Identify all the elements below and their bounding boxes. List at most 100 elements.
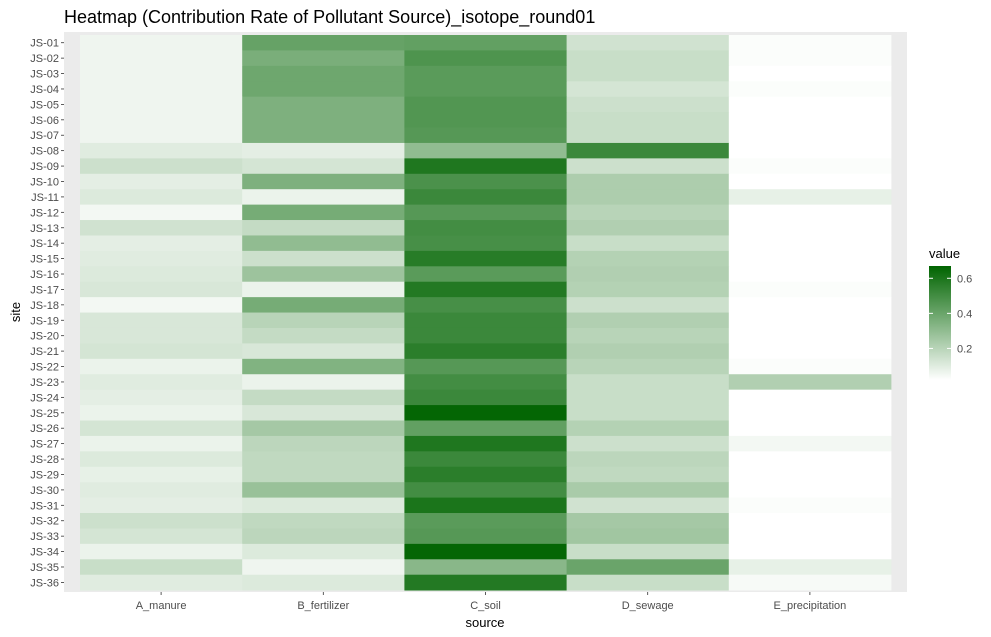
heatmap-cell — [566, 50, 730, 67]
y-tick-label: JS-14 — [30, 238, 59, 250]
heatmap-cell — [728, 158, 892, 175]
heatmap-cell — [566, 405, 730, 421]
heatmap-cell — [80, 466, 243, 483]
y-tick-label: JS-28 — [30, 454, 59, 466]
heatmap-cell — [80, 374, 243, 391]
heatmap-cell — [80, 204, 243, 221]
heatmap-cell — [728, 127, 892, 144]
heatmap-cell — [80, 112, 243, 128]
color-legend: value 0.2 0.4 0.6 — [929, 246, 972, 380]
heatmap-cell — [242, 158, 405, 175]
heatmap-cell — [728, 559, 892, 576]
heatmap-cell — [566, 204, 730, 221]
heatmap-cell — [242, 482, 405, 498]
heatmap-cell — [728, 451, 892, 468]
heatmap-cell — [728, 358, 892, 375]
heatmap-cell — [566, 374, 730, 391]
x-tick-label: C_soil — [470, 600, 501, 612]
heatmap-cell — [404, 559, 567, 576]
heatmap-cell — [404, 482, 567, 498]
heatmap-cell — [566, 528, 730, 545]
heatmap-cell — [728, 50, 892, 67]
heatmap-cell — [728, 297, 892, 313]
heatmap-cell — [80, 405, 243, 421]
y-axis-ticks: JS-01 JS-02 JS-03 JS-04 JS-05 JS-06 JS-07 JS-08… — [30, 38, 64, 589]
heatmap-cell — [728, 497, 892, 514]
heatmap-cell — [404, 112, 567, 128]
heatmap-cell — [404, 466, 567, 483]
y-tick-label: JS-25 — [30, 408, 59, 420]
heatmap-cell — [242, 327, 405, 344]
heatmap-cell — [80, 173, 243, 190]
x-tick-label: B_fertilizer — [297, 600, 349, 612]
heatmap-cell — [404, 528, 567, 545]
y-tick-label: JS-19 — [30, 315, 59, 327]
heatmap-cell — [80, 281, 243, 298]
heatmap-cell — [404, 142, 567, 159]
heatmap-cell — [404, 513, 567, 529]
heatmap-cell — [404, 420, 567, 437]
y-tick-label: JS-34 — [30, 547, 59, 559]
heatmap-cell — [80, 574, 243, 591]
heatmap-cell — [728, 65, 892, 82]
heatmap-cell — [566, 81, 730, 98]
heatmap-cell — [566, 497, 730, 514]
heatmap-cell — [404, 65, 567, 82]
heatmap-cell — [80, 266, 243, 283]
heatmap-cell — [242, 543, 405, 560]
heatmap-cell — [242, 297, 405, 313]
heatmap-cell — [242, 220, 405, 236]
heatmap-cell — [566, 158, 730, 175]
y-tick-label: JS-31 — [30, 500, 59, 512]
heatmap-cell — [566, 513, 730, 529]
heatmap-cell — [242, 173, 405, 190]
heatmap-cell — [566, 173, 730, 190]
heatmap-cell — [242, 142, 405, 159]
heatmap-cell — [242, 250, 405, 267]
heatmap-cell — [404, 389, 567, 406]
chart-title: Heatmap (Contribution Rate of Pollutant … — [64, 7, 595, 28]
heatmap-cell — [566, 297, 730, 313]
y-tick-label: JS-18 — [30, 300, 59, 312]
heatmap-cell — [728, 266, 892, 283]
x-axis-ticks: A_manure B_fertilizer C_soil D_sewage E_prec… — [136, 592, 846, 612]
heatmap-cell — [566, 466, 730, 483]
heatmap-cell — [728, 312, 892, 329]
heatmap-cell — [566, 559, 730, 576]
heatmap-cell — [80, 389, 243, 406]
heatmap-cell — [404, 127, 567, 144]
heatmap-cell — [80, 327, 243, 344]
heatmap-cell — [566, 235, 730, 252]
heatmap-cell — [242, 50, 405, 67]
heatmap-cell — [566, 189, 730, 206]
heatmap-cell — [404, 235, 567, 252]
heatmap-cell — [728, 543, 892, 560]
heatmap-cell — [728, 435, 892, 452]
legend-colorbar — [929, 266, 951, 380]
heatmap-cell — [242, 451, 405, 468]
y-tick-label: JS-04 — [30, 84, 59, 96]
y-tick-label: JS-32 — [30, 516, 59, 528]
y-tick-label: JS-09 — [30, 161, 59, 173]
heatmap-cell — [566, 327, 730, 344]
y-tick-label: JS-10 — [30, 176, 59, 188]
heatmap-cell — [728, 513, 892, 529]
heatmap-cell — [566, 220, 730, 236]
y-tick-label: JS-01 — [30, 38, 59, 50]
heatmap-cell — [404, 220, 567, 236]
y-tick-label: JS-27 — [30, 439, 59, 451]
heatmap-cell — [728, 112, 892, 128]
heatmap-cell — [80, 559, 243, 576]
heatmap-cell — [728, 374, 892, 391]
heatmap-cell — [242, 466, 405, 483]
heatmap-cell — [728, 528, 892, 545]
heatmap-cells — [80, 35, 892, 591]
y-tick-label: JS-33 — [30, 531, 59, 543]
y-tick-label: JS-20 — [30, 331, 59, 343]
heatmap-cell — [80, 142, 243, 159]
heatmap-cell — [80, 158, 243, 175]
heatmap-cell — [242, 112, 405, 128]
heatmap-cell — [242, 389, 405, 406]
heatmap-cell — [80, 297, 243, 313]
